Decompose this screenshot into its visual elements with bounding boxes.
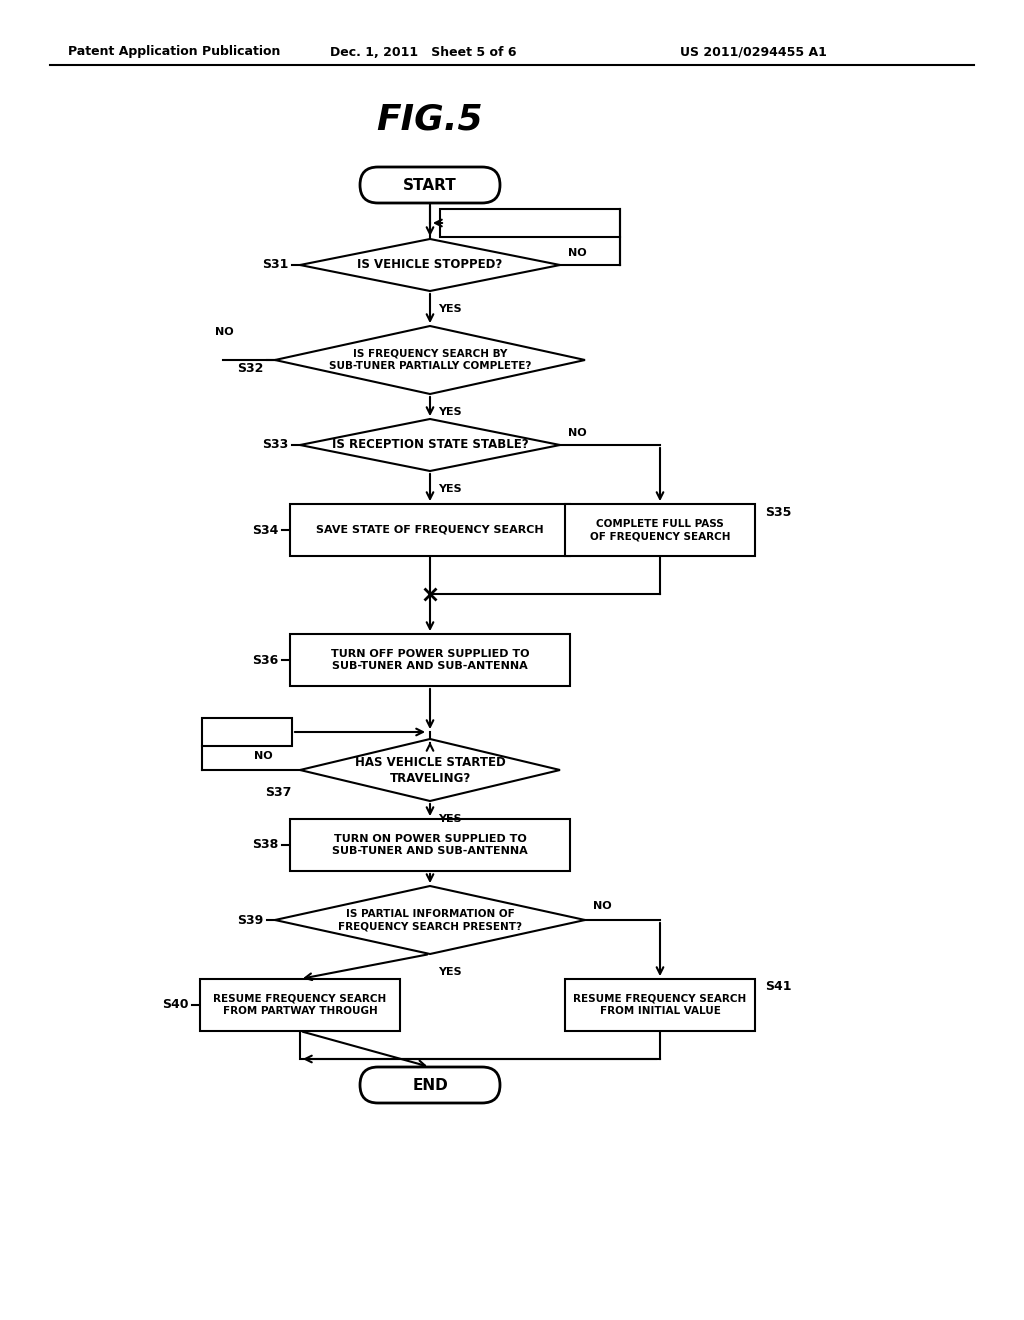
Text: NO: NO [593, 902, 611, 911]
Text: NO: NO [568, 428, 587, 438]
Text: S33: S33 [262, 438, 288, 451]
Text: US 2011/0294455 A1: US 2011/0294455 A1 [680, 45, 826, 58]
Text: YES: YES [438, 814, 462, 824]
Text: Dec. 1, 2011   Sheet 5 of 6: Dec. 1, 2011 Sheet 5 of 6 [330, 45, 516, 58]
Text: NO: NO [215, 327, 233, 337]
Text: S36: S36 [252, 653, 279, 667]
Bar [565, 979, 755, 1031]
Text: YES: YES [438, 968, 462, 977]
Text: YES: YES [438, 484, 462, 494]
Polygon shape [275, 326, 585, 393]
Text: END: END [412, 1077, 447, 1093]
Text: S31: S31 [262, 259, 289, 272]
Text: Patent Application Publication: Patent Application Publication [68, 45, 281, 58]
Polygon shape [300, 239, 560, 290]
Text: TURN ON POWER SUPPLIED TO
SUB-TUNER AND SUB-ANTENNA: TURN ON POWER SUPPLIED TO SUB-TUNER AND … [332, 834, 528, 857]
FancyBboxPatch shape [360, 1067, 500, 1104]
Text: S32: S32 [237, 362, 263, 375]
Bar [440, 209, 620, 238]
Bar [202, 718, 292, 746]
FancyBboxPatch shape [360, 168, 500, 203]
Text: S38: S38 [252, 838, 279, 851]
Text: S40: S40 [162, 998, 188, 1011]
Text: S39: S39 [237, 913, 263, 927]
Polygon shape [300, 739, 560, 801]
Text: RESUME FREQUENCY SEARCH
FROM PARTWAY THROUGH: RESUME FREQUENCY SEARCH FROM PARTWAY THR… [213, 994, 387, 1016]
Bar [290, 634, 570, 686]
Text: S41: S41 [765, 981, 792, 994]
Text: FIG.5: FIG.5 [377, 103, 483, 137]
Text: YES: YES [438, 304, 462, 314]
Text: YES: YES [438, 407, 462, 417]
Bar [290, 818, 570, 871]
Text: RESUME FREQUENCY SEARCH
FROM INITIAL VALUE: RESUME FREQUENCY SEARCH FROM INITIAL VAL… [573, 994, 746, 1016]
Bar [200, 979, 400, 1031]
Text: COMPLETE FULL PASS
OF FREQUENCY SEARCH: COMPLETE FULL PASS OF FREQUENCY SEARCH [590, 519, 730, 541]
Bar [565, 504, 755, 556]
Text: IS RECEPTION STATE STABLE?: IS RECEPTION STATE STABLE? [332, 438, 528, 451]
Text: IS PARTIAL INFORMATION OF
FREQUENCY SEARCH PRESENT?: IS PARTIAL INFORMATION OF FREQUENCY SEAR… [338, 908, 522, 931]
Text: TURN OFF POWER SUPPLIED TO
SUB-TUNER AND SUB-ANTENNA: TURN OFF POWER SUPPLIED TO SUB-TUNER AND… [331, 649, 529, 671]
Text: NO: NO [254, 751, 272, 762]
Text: START: START [403, 177, 457, 193]
Text: S37: S37 [265, 785, 292, 799]
Text: S34: S34 [252, 524, 279, 536]
Text: IS VEHICLE STOPPED?: IS VEHICLE STOPPED? [357, 259, 503, 272]
Bar [290, 504, 570, 556]
Polygon shape [300, 418, 560, 471]
Text: HAS VEHICLE STARTED
TRAVELING?: HAS VEHICLE STARTED TRAVELING? [354, 755, 506, 784]
Text: SAVE STATE OF FREQUENCY SEARCH: SAVE STATE OF FREQUENCY SEARCH [316, 525, 544, 535]
Text: IS FREQUENCY SEARCH BY
SUB-TUNER PARTIALLY COMPLETE?: IS FREQUENCY SEARCH BY SUB-TUNER PARTIAL… [329, 348, 531, 371]
Text: NO: NO [568, 248, 587, 257]
Polygon shape [275, 886, 585, 954]
Text: S35: S35 [765, 506, 792, 519]
